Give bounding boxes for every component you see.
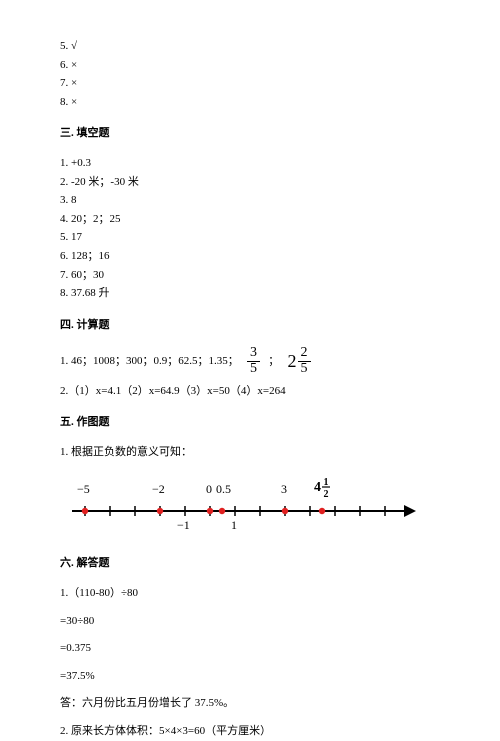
- s3-l2: 2. -20 米；-30 米: [60, 174, 440, 192]
- svg-text:1: 1: [324, 477, 329, 488]
- svg-text:−1: −1: [177, 518, 190, 532]
- ans-7: 7. ×: [60, 75, 440, 93]
- svg-text:4: 4: [314, 480, 321, 495]
- s4-l1: 1. 46；1008；300；0.9；62.5；1.35； 3 5 ； 2 2 …: [60, 346, 440, 376]
- s6-l6: 2. 原来长方体体积：5×4×3=60（平方厘米）: [60, 723, 440, 741]
- frac-den: 5: [298, 362, 311, 377]
- s5-l1: 1. 根据正负数的意义可知：: [60, 444, 440, 462]
- number-line-wrap: −5−2−100.513412: [60, 469, 440, 541]
- frac-num: 3: [247, 346, 260, 362]
- svg-text:2: 2: [324, 489, 329, 500]
- svg-text:0: 0: [206, 482, 212, 496]
- s3-l1: 1. +0.3: [60, 155, 440, 173]
- section-4-body: 1. 46；1008；300；0.9；62.5；1.35； 3 5 ； 2 2 …: [60, 346, 440, 400]
- s3-l3: 3. 8: [60, 192, 440, 210]
- section-4-heading: 四. 计算题: [60, 317, 440, 335]
- s6-l1: 1.（110-80）÷80: [60, 585, 440, 603]
- svg-text:3: 3: [281, 482, 287, 496]
- s4-l1-text-a: 1. 46；1008；300；0.9；62.5；1.35；: [60, 353, 247, 371]
- ans-5: 5. √: [60, 38, 440, 56]
- s3-l8: 8. 37.68 升: [60, 285, 440, 303]
- svg-text:−2: −2: [152, 482, 165, 496]
- s6-l3: =0.375: [60, 640, 440, 658]
- svg-text:0.5: 0.5: [216, 482, 231, 496]
- ans-8: 8. ×: [60, 94, 440, 112]
- section-5-body: 1. 根据正负数的意义可知： −5−2−100.513412: [60, 444, 440, 542]
- fraction-2-5: 2 5: [298, 346, 311, 376]
- top-answers: 5. √ 6. × 7. × 8. ×: [60, 38, 440, 111]
- section-5-heading: 五. 作图题: [60, 414, 440, 432]
- section-6-body: 1.（110-80）÷80 =30÷80 =0.375 =37.5% 答：六月份…: [60, 585, 440, 741]
- section-3-body: 1. +0.3 2. -20 米；-30 米 3. 8 4. 20；2；25 5…: [60, 155, 440, 303]
- s6-l5: 答：六月份比五月份增长了 37.5%。: [60, 695, 440, 713]
- s4-l2: 2.（1）x=4.1（2）x=64.9（3）x=50（4）x=264: [60, 383, 440, 401]
- section-3-heading: 三. 填空题: [60, 125, 440, 143]
- mixed-whole: 2: [288, 347, 297, 376]
- s3-l7: 7. 60；30: [60, 267, 440, 285]
- s3-l4: 4. 20；2；25: [60, 211, 440, 229]
- number-line: −5−2−100.513412: [60, 469, 420, 541]
- s4-l1-gap: ；: [260, 353, 288, 371]
- fraction-3-5: 3 5: [247, 346, 260, 376]
- s3-l6: 6. 128；16: [60, 248, 440, 266]
- svg-text:−5: −5: [77, 482, 90, 496]
- s6-l4: =37.5%: [60, 668, 440, 686]
- ans-6: 6. ×: [60, 57, 440, 75]
- section-6-heading: 六. 解答题: [60, 555, 440, 573]
- s3-l5: 5. 17: [60, 229, 440, 247]
- frac-den: 5: [247, 362, 260, 377]
- frac-num: 2: [298, 346, 311, 362]
- s6-l2: =30÷80: [60, 613, 440, 631]
- svg-text:1: 1: [231, 518, 237, 532]
